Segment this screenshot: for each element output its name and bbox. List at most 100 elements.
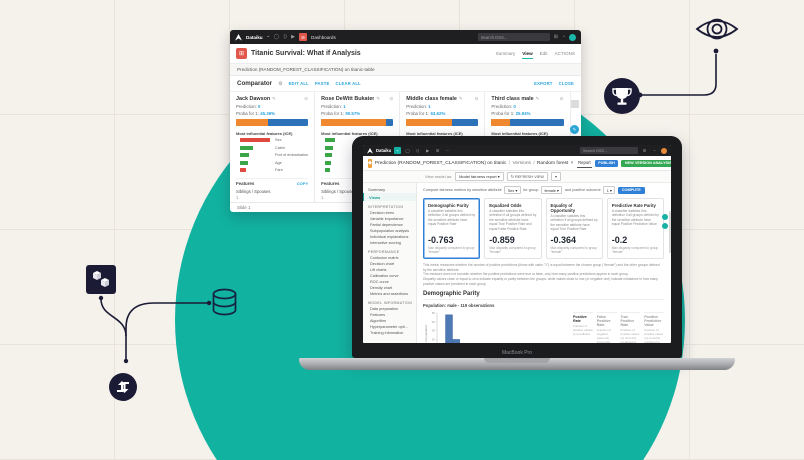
apps-icon[interactable]: ⊞ xyxy=(435,148,440,153)
pin-icon[interactable]: ⊙ xyxy=(389,96,394,101)
filter-mid2-label: and positive outcome xyxy=(564,188,601,192)
compute-button[interactable]: COMPUTE xyxy=(617,186,645,194)
feature-field-value[interactable]: 1 xyxy=(321,194,324,200)
play-icon[interactable]: ▶ xyxy=(426,148,430,153)
group-select[interactable]: female ▾ xyxy=(540,186,563,194)
breadcrumb-versions[interactable]: Versions xyxy=(512,160,531,166)
features-section-label: Features xyxy=(236,180,255,186)
chevron-down-icon[interactable]: ▾ xyxy=(570,160,574,166)
blocks-icon xyxy=(86,265,116,294)
help-icon[interactable]: ◔ xyxy=(561,33,565,40)
user-avatar[interactable] xyxy=(569,33,576,41)
breadcrumb-version[interactable]: Random forest xyxy=(536,160,569,166)
tab-actions[interactable]: ACTIONS xyxy=(554,51,575,56)
new-version-analysis-button[interactable]: NEW VERSION ANALYSIS xyxy=(621,159,671,167)
proba-line: Proba for 1: 25.94% xyxy=(491,111,531,116)
edit-tile-button[interactable]: ✎ xyxy=(570,125,579,134)
brand-name: Dataiku xyxy=(246,34,263,40)
stat-description: Fraction of negative cases (0) incorrect… xyxy=(596,328,611,343)
dashboards-nav-icon[interactable]: ⊞ xyxy=(299,33,307,41)
edit-pencil-icon[interactable]: ✎ xyxy=(272,96,276,101)
pin-icon[interactable]: ⊙ xyxy=(559,96,564,101)
pin-icon[interactable]: ⊙ xyxy=(304,96,309,101)
feature-impact-row: Cabin xyxy=(321,145,393,152)
refresh-view-button[interactable]: ↻ REFRESH VIEW xyxy=(506,172,548,181)
comparator-link-edit-all[interactable]: EDIT ALL xyxy=(288,81,309,86)
more-icon[interactable]: ⋯ xyxy=(445,148,450,153)
refresh-options-button[interactable]: ▾ xyxy=(550,172,561,181)
code-icon[interactable]: ⟨⟩ xyxy=(416,148,420,153)
prediction-line: Prediction: 1 xyxy=(406,104,431,109)
gear-icon[interactable]: ⚙ xyxy=(278,80,283,87)
explanation-line: This metric measures whether the number … xyxy=(423,262,660,272)
sensitive-attribute-select[interactable]: Sex ▾ xyxy=(504,186,521,194)
feature-field-value[interactable]: 1 xyxy=(236,194,239,200)
catalog-icon[interactable]: ⊞ xyxy=(553,33,558,40)
comparator-link-paste[interactable]: PASTE xyxy=(314,81,330,86)
flow-icon[interactable]: ⌁ xyxy=(394,147,402,154)
proba-bar-positive xyxy=(321,119,387,126)
scrollbar[interactable] xyxy=(669,211,671,253)
topbar-section-label[interactable]: Dashboards xyxy=(311,34,336,40)
card-name: Third class male xyxy=(491,96,534,102)
fairness-stats-table: Positive Rate Fraction of positive values… xyxy=(573,309,664,343)
edit-pencil-icon[interactable]: ✎ xyxy=(535,96,540,101)
comparator-action-export[interactable]: EXPORT xyxy=(534,81,553,86)
search-input[interactable] xyxy=(580,147,638,154)
metric-title: Equalized Odds xyxy=(489,202,522,208)
edit-pencil-icon[interactable]: ✎ xyxy=(376,96,381,101)
tab-summary[interactable]: Summary xyxy=(495,51,516,56)
metric-card-demographic-parity[interactable]: Demographic Parity A classifier satisfies… xyxy=(423,198,481,259)
metric-title: Predictive Rate Parity xyxy=(611,202,656,208)
proba-bar xyxy=(321,119,394,126)
feature-impact-row: Cabin xyxy=(236,145,308,152)
tab-report[interactable]: Report xyxy=(577,158,592,168)
refresh-icon: ↻ xyxy=(510,175,514,179)
copy-button[interactable]: COPY xyxy=(296,180,309,186)
metric-card-predictive-rate-parity[interactable]: Predictive Rate Parity A classifier satis… xyxy=(606,198,664,259)
metric-description: A classifier satisfies this definition i… xyxy=(489,209,537,231)
prediction-value: 1 xyxy=(343,104,346,109)
metric-card-equalized-odds[interactable]: Equalized Odds A classifier satisfies thi… xyxy=(484,198,542,259)
explanation-line: The measure does not consider whether th… xyxy=(423,272,629,277)
search-input[interactable] xyxy=(477,33,550,41)
globe-icon[interactable]: ◔ xyxy=(653,148,656,153)
play-icon[interactable]: ▶ xyxy=(291,33,295,40)
tab-edit[interactable]: Edit xyxy=(539,51,548,56)
slide-label[interactable]: Slide 1 xyxy=(237,205,251,210)
breadcrumb-model[interactable]: Prediction (RANDOM_FOREST_CLASSIFICATION… xyxy=(374,160,507,166)
lab-icon[interactable]: ◯ xyxy=(273,33,280,40)
chevron-down-icon: ▾ xyxy=(497,174,500,179)
sidebar-item-training-information[interactable]: Training information xyxy=(370,331,404,335)
view-select[interactable]: Model fairness report ▾ xyxy=(455,172,504,181)
comparator-action-close[interactable]: CLOSE xyxy=(558,81,574,86)
lab-icon[interactable]: ◯ xyxy=(405,148,410,153)
model-header: ◆ Prediction (RANDOM_FOREST_CLASSIFICATI… xyxy=(363,156,671,171)
fairness-filter-row: Compute fairness metrics by sensitive at… xyxy=(423,186,664,194)
flow-icon[interactable]: ⌁ xyxy=(266,33,270,40)
code-icon[interactable]: ⟨⟩ xyxy=(283,33,288,40)
metric-card-equality-of-opportunity[interactable]: Equality of Opportunity A classifier sati… xyxy=(545,198,603,259)
feature-impact-row: Fare xyxy=(236,167,308,174)
tile-control-icon[interactable] xyxy=(570,100,579,108)
svg-text:20: 20 xyxy=(432,337,436,341)
sidebar-item-summary[interactable]: Summary xyxy=(368,186,386,192)
tab-view[interactable]: View xyxy=(522,49,533,59)
feature-label: Age xyxy=(275,160,282,165)
edit-pencil-icon[interactable]: ✎ xyxy=(458,96,463,101)
prediction-line: Prediction: 0 xyxy=(491,104,516,109)
help-panel-icon[interactable] xyxy=(662,214,668,220)
grid-icon[interactable]: ⊞ xyxy=(642,148,647,153)
positive-outcome-select[interactable]: 1 ▾ xyxy=(603,186,616,194)
trophy-icon xyxy=(604,78,640,114)
comparator-link-clear-all[interactable]: CLEAR ALL xyxy=(335,81,361,86)
stat-positive-rate: Positive Rate Fraction of positive values… xyxy=(573,311,593,343)
user-avatar[interactable] xyxy=(661,147,667,154)
model-sidebar: Summary Views INTERPRETATION Decision trees… xyxy=(363,183,417,343)
insight-subtitle-bar: Prediction (RANDOM_FOREST_CLASSIFICATION… xyxy=(230,64,581,76)
pin-icon[interactable]: ⊙ xyxy=(474,96,479,101)
publish-button[interactable]: PUBLISH xyxy=(594,159,619,167)
feature-label: Port of embarkation xyxy=(275,153,309,158)
sidebar-item-views[interactable]: Views xyxy=(363,193,416,201)
details-panel-icon[interactable] xyxy=(662,223,668,229)
